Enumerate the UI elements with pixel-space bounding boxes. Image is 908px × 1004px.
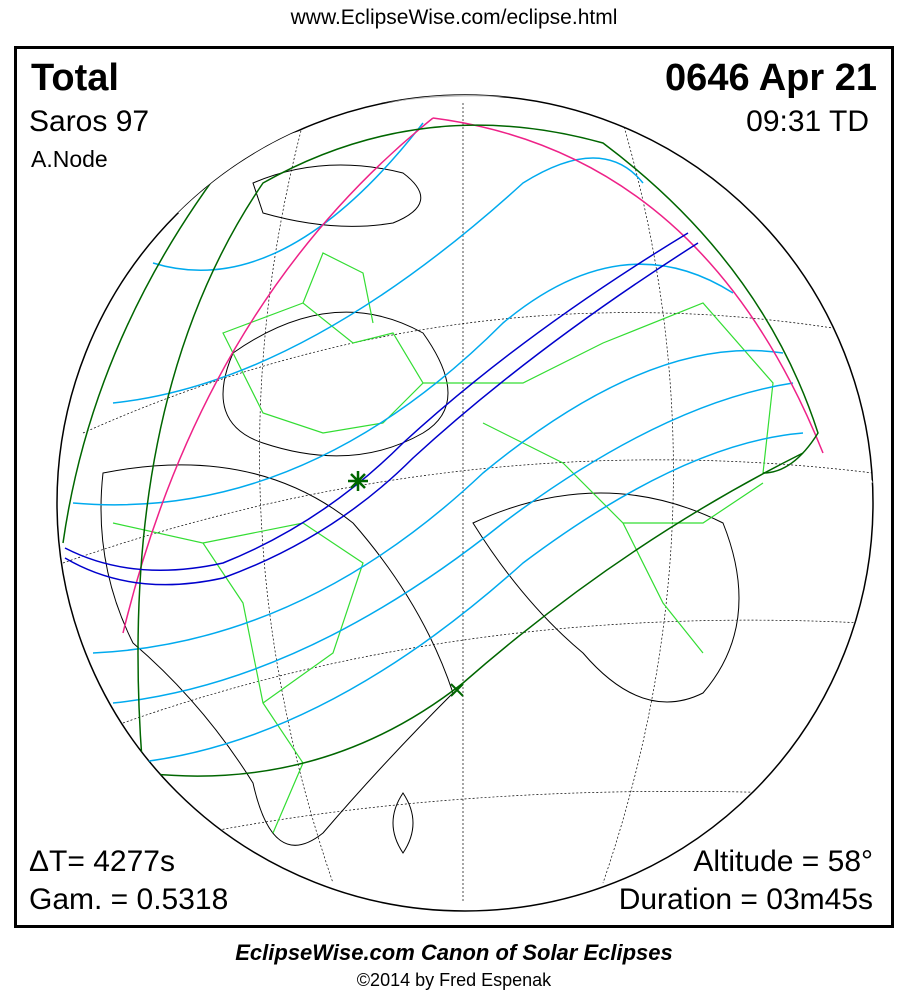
- eclipse-map-frame: Total 0646 Apr 21 Saros 97 09:31 TD A.No…: [14, 46, 894, 928]
- rise-set-curve-west: [122, 117, 434, 634]
- coastlines: [100, 164, 740, 854]
- duration: Duration = 03m45s: [618, 883, 873, 916]
- gamma: Gam. = 0.5318: [29, 883, 229, 916]
- greatest-eclipse-star-icon: [348, 471, 368, 491]
- magnitude-contours: [72, 122, 804, 764]
- greatest-duration-x-icon: [450, 683, 464, 697]
- country-borders: [112, 252, 774, 834]
- saros-number: Saros 97: [29, 105, 150, 138]
- altitude: Altitude = 58°: [693, 845, 873, 878]
- rise-set-curve-east: [432, 117, 824, 454]
- footer-title: EclipseWise.com Canon of Solar Eclipses: [235, 940, 673, 965]
- globe-map: [56, 94, 874, 912]
- eclipse-date: 0646 Apr 21: [665, 57, 877, 99]
- footer-copyright: ©2014 by Fred Espenak: [356, 970, 552, 990]
- node-label: A.Node: [31, 146, 108, 172]
- source-url: www.EclipseWise.com/eclipse.html: [290, 6, 618, 29]
- delta-t: ΔT= 4277s: [29, 845, 175, 878]
- penumbral-limits: [62, 124, 819, 777]
- eclipse-time: 09:31 TD: [746, 105, 869, 138]
- eclipse-type: Total: [31, 57, 119, 99]
